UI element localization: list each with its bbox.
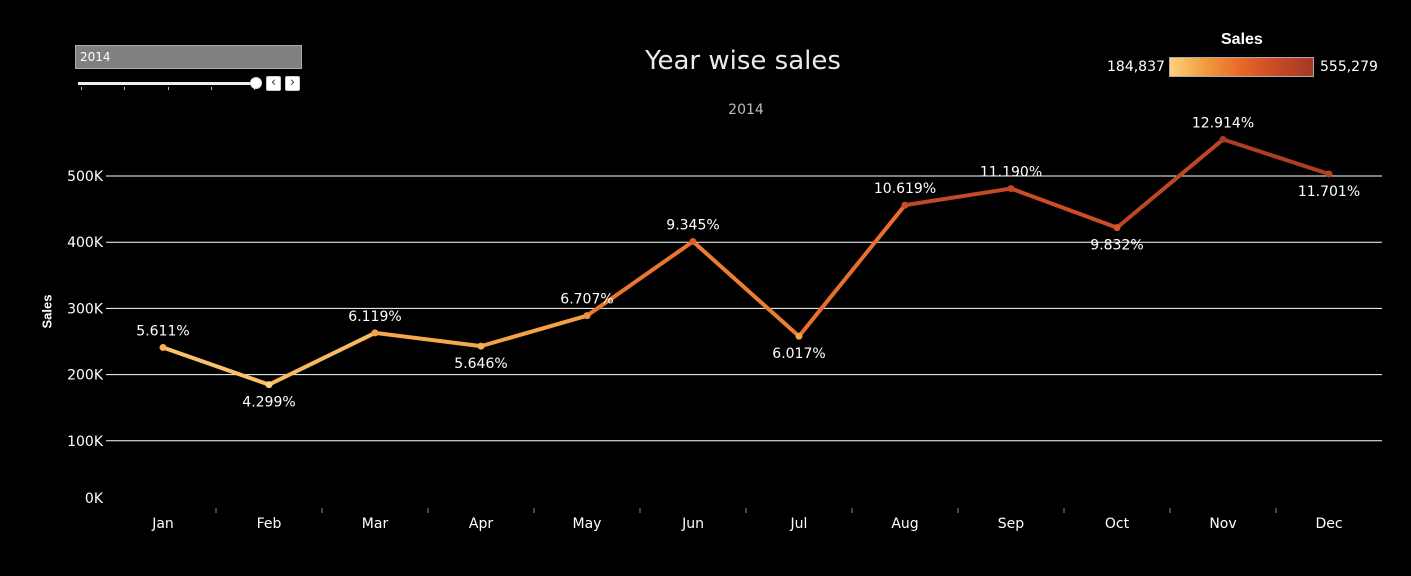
legend-title: Sales [1221, 31, 1263, 48]
line-segment [797, 203, 907, 339]
data-point [689, 238, 697, 246]
line-segment [373, 330, 483, 349]
data-label: 11.190% [980, 165, 1042, 181]
data-label: 6.017% [772, 346, 825, 362]
year-slider-track[interactable] [78, 82, 256, 85]
y-tick-label: 500K [67, 169, 104, 185]
data-label: 6.119% [348, 309, 401, 325]
line-segment [1221, 137, 1331, 177]
x-tick-label: Jul [790, 516, 808, 532]
x-tick-label: Mar [362, 516, 389, 532]
x-tick-label: Jun [681, 516, 704, 532]
data-point [477, 342, 485, 350]
line-segment [267, 330, 377, 387]
chart-title: Year wise sales [645, 46, 841, 76]
prev-year-button[interactable]: ‹ [266, 76, 281, 91]
data-label: 6.707% [560, 292, 613, 308]
line-segment [161, 345, 271, 387]
legend-max-label: 555,279 [1320, 59, 1378, 75]
chart-subtitle: 2014 [728, 102, 764, 118]
data-point [159, 343, 167, 351]
data-point [795, 332, 803, 340]
legend-min-label: 184,837 [1107, 59, 1165, 75]
y-tick-label: 0K [85, 491, 104, 507]
data-point [1113, 224, 1121, 232]
y-tick-label: 200K [67, 368, 104, 384]
chevron-right-icon: › [289, 75, 296, 90]
line-segment [1115, 137, 1225, 230]
data-label: 12.914% [1192, 115, 1254, 131]
data-label: 11.701% [1298, 184, 1360, 200]
line-segment [585, 239, 695, 318]
data-point [901, 201, 909, 209]
data-point [1325, 170, 1333, 178]
line-segment [479, 313, 589, 349]
y-tick-label: 300K [67, 301, 104, 317]
x-tick-label: Nov [1209, 516, 1236, 532]
x-tick-label: Aug [891, 516, 918, 532]
data-label: 9.345% [666, 218, 719, 234]
x-tick-label: Jan [151, 516, 174, 532]
x-tick-label: Feb [257, 516, 282, 532]
data-point [583, 312, 591, 320]
data-point [265, 381, 273, 389]
line-segment [903, 186, 1013, 208]
data-point [371, 329, 379, 337]
y-tick-label: 400K [67, 235, 104, 251]
data-point [1007, 185, 1015, 193]
data-label: 5.611% [136, 323, 189, 339]
x-tick-label: Apr [469, 516, 493, 532]
legend-color-ramp [1169, 57, 1314, 77]
data-label: 4.299% [242, 395, 295, 411]
line-segment [1009, 186, 1119, 230]
line-segment [691, 239, 801, 339]
data-label: 10.619% [874, 181, 936, 197]
x-tick-label: May [573, 516, 602, 532]
x-tick-label: Oct [1105, 516, 1130, 532]
x-tick-label: Dec [1315, 516, 1342, 532]
year-filter-field[interactable]: 2014 [75, 45, 302, 69]
chevron-left-icon: ‹ [270, 75, 277, 90]
data-label: 5.646% [454, 356, 507, 372]
data-point [1219, 135, 1227, 143]
data-label: 9.832% [1090, 238, 1143, 254]
x-tick-label: Sep [998, 516, 1025, 532]
next-year-button[interactable]: › [285, 76, 300, 91]
year-slider-thumb[interactable] [250, 77, 262, 89]
y-tick-label: 100K [67, 434, 104, 450]
